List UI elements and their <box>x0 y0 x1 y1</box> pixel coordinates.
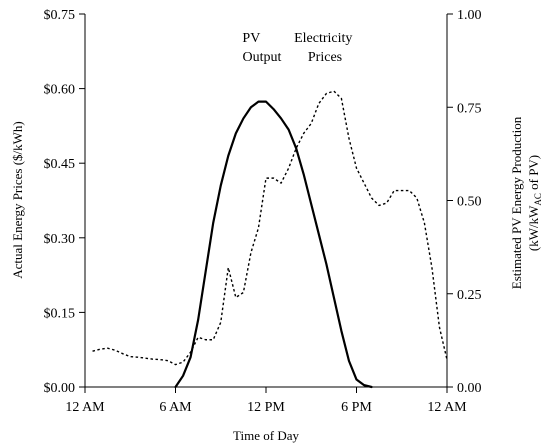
annotation-pv-output: PV Output <box>242 31 281 65</box>
y-right-tick-label: 0.75 <box>457 101 482 116</box>
y-left-tick-label: $0.00 <box>44 381 76 396</box>
y-left-tick-label: $0.75 <box>44 8 76 23</box>
annotation-pv-line1: PV <box>242 31 260 46</box>
annotation-price-line1: Electricity <box>294 31 352 46</box>
x-tick-label: 12 AM <box>427 400 467 415</box>
ticks-layer: 12 AM 6 AM 12 PM 6 PM 12 AM $0.00 $0.15 $0.30 $0… <box>44 8 482 415</box>
annotation-electricity-prices: Electricity Prices <box>294 31 356 65</box>
x-tick-label: 12 AM <box>65 400 105 415</box>
y-right-tick-label: 0.50 <box>457 195 482 210</box>
y-left-tick-label: $0.45 <box>44 157 76 172</box>
y-right-axis-title-main: (kW/kW <box>526 205 541 251</box>
x-axis-title: Time of Day <box>233 428 299 443</box>
y-right-tick-label: 1.00 <box>457 8 482 23</box>
y-left-axis-title: Actual Energy Prices ($/kWh) <box>10 121 25 279</box>
y-right-axis-title-end: of PV) <box>526 155 541 193</box>
x-tick-label: 6 AM <box>159 400 192 415</box>
annotation-price-line2: Prices <box>308 50 342 65</box>
annotation-pv-line2: Output <box>243 50 282 65</box>
x-tick-label: 12 PM <box>247 400 285 415</box>
series-line-price <box>92 90 448 366</box>
y-right-axis-title-line1: Estimated PV Energy Production <box>509 116 524 289</box>
y-right-axis-title-subscript: AC <box>533 193 543 206</box>
y-right-tick-label: 0.25 <box>457 288 482 303</box>
series-line-pv <box>174 100 373 389</box>
y-left-tick-label: $0.15 <box>44 306 76 321</box>
y-right-tick-label: 0.00 <box>457 381 482 396</box>
series-layer <box>92 90 448 389</box>
y-left-tick-label: $0.30 <box>44 232 76 247</box>
plot-area <box>84 14 448 388</box>
y-left-tick-label: $0.60 <box>44 83 76 98</box>
y-right-axis-title-line2: (kW/kWAC of PV) <box>526 155 543 251</box>
x-tick-label: 6 PM <box>341 400 372 415</box>
